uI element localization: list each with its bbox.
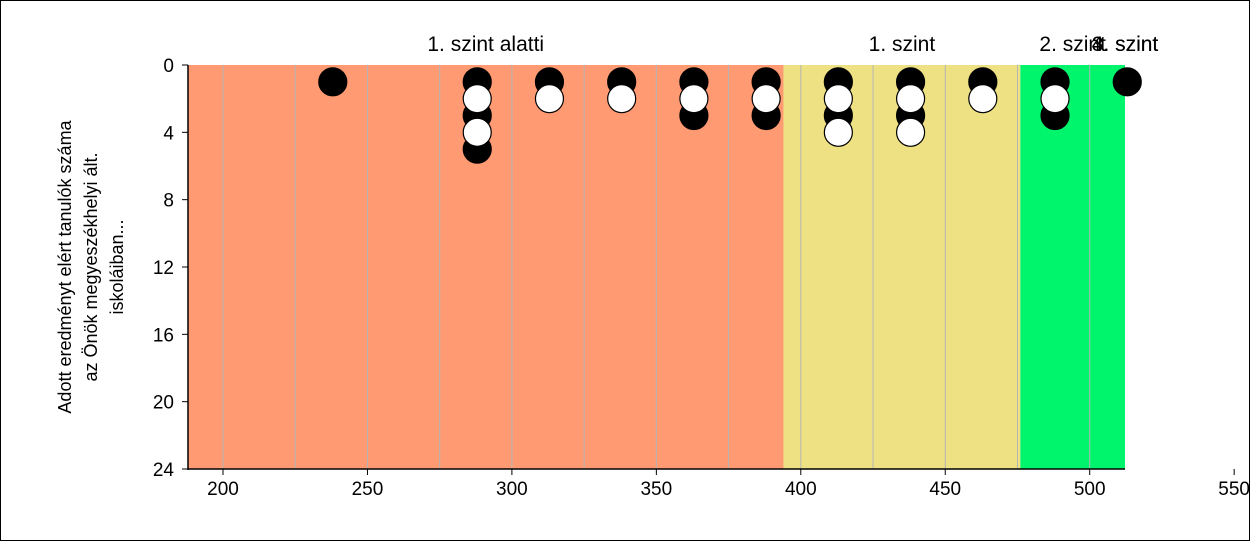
y-axis-label-line-2: az Önök megyeszékhelyi ált. [81, 152, 101, 381]
level-band [1020, 65, 1125, 469]
white-data-point [1040, 84, 1070, 114]
white-data-point [679, 84, 709, 114]
y-tick-label: 16 [153, 325, 174, 346]
x-tick-label: 500 [1074, 479, 1106, 500]
y-tick-label: 8 [163, 191, 174, 212]
black-data-point [1112, 67, 1142, 97]
x-tick-label: 400 [785, 479, 817, 500]
x-tick-labels: 200250300350400450500550600650700750800 [207, 479, 1250, 500]
level-band-label: 1. szint alatti [427, 33, 544, 56]
y-tick-label: 20 [153, 393, 174, 414]
x-tick-label: 550 [1218, 479, 1250, 500]
black-data-point [318, 67, 348, 97]
x-tick-label: 300 [496, 479, 528, 500]
level-band-label: 1. szint [869, 33, 936, 56]
level-band-label: 2. szint [1039, 33, 1106, 56]
y-tick-label: 12 [153, 258, 174, 279]
white-data-point [751, 84, 781, 114]
x-tick-label: 350 [640, 479, 672, 500]
axes [182, 64, 1235, 475]
data-points [318, 67, 1142, 164]
y-axis-label-line-3: iskoláiban... [107, 219, 127, 314]
white-data-point [968, 84, 998, 114]
y-tick-label: 4 [163, 123, 174, 144]
level-band-label: 4. szint [1092, 33, 1159, 56]
white-data-point [823, 84, 853, 114]
white-data-point [534, 84, 565, 114]
white-data-point [895, 84, 926, 114]
white-data-point [607, 84, 637, 114]
y-tick-labels: 0 4 8 12 16 20 24 [153, 56, 175, 481]
white-data-point [823, 117, 853, 147]
x-tick-label: 200 [207, 479, 239, 500]
y-axis-label-line-1: Adott eredményt elért tanulók száma [55, 119, 75, 413]
x-tick-label: 250 [352, 479, 384, 500]
y-tick-label: 24 [153, 460, 175, 481]
white-data-point [462, 117, 492, 147]
white-data-point [462, 84, 492, 114]
y-axis-label: Adott eredményt elért tanulók száma az Ö… [55, 119, 127, 413]
x-tick-label: 450 [929, 479, 961, 500]
level-band-label: 3. szint [1092, 33, 1159, 56]
x-gridlines [222, 65, 1091, 469]
white-data-point [895, 117, 926, 147]
y-tick-label: 0 [163, 56, 174, 77]
